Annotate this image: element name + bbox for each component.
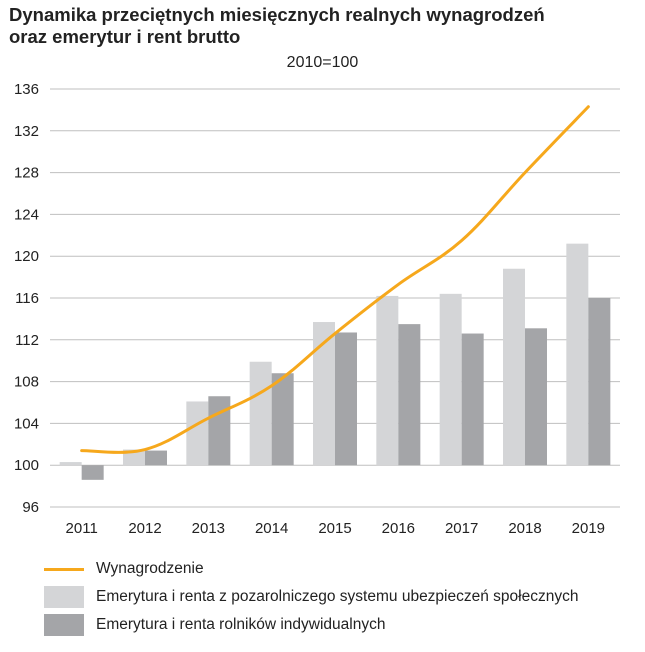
chart-subtitle: 2010=100	[286, 54, 359, 71]
chart-title-line1: Dynamika przeciętnych miesięcznych realn…	[9, 4, 545, 25]
bar-pension-farm-2017	[461, 333, 484, 466]
legend-swatch-wage	[44, 567, 84, 571]
chart-title: Dynamika przeciętnych miesięcznych realn…	[9, 4, 629, 48]
y-tick-label: 132	[14, 123, 39, 140]
bar-pension-nonag-2019	[566, 243, 589, 466]
bar-pension-nonag-2011	[59, 462, 82, 466]
y-tick-label: 136	[14, 81, 39, 98]
y-tick-label: 116	[15, 290, 39, 307]
bar-pension-nonag-2018	[503, 268, 525, 466]
y-tick-label: 108	[14, 374, 39, 391]
x-tick-label: 2017	[445, 520, 478, 537]
legend-swatch-pension-farm	[44, 614, 84, 636]
bar-pension-farm-2019	[588, 298, 611, 466]
x-tick-label: 2014	[255, 520, 288, 537]
legend-swatch-pension-nonag	[44, 586, 84, 608]
y-tick-label: 124	[14, 206, 39, 223]
legend-label-wage: Wynagrodzenie	[96, 560, 204, 577]
x-tick-label: 2015	[318, 520, 351, 537]
y-tick-label: 120	[14, 248, 39, 265]
bar-pension-farm-2012	[145, 450, 167, 466]
legend-item-wage: Wynagrodzenie	[44, 556, 578, 582]
x-tick-label: 2013	[192, 520, 225, 537]
legend-label-pension-farm: Emerytura i renta rolników indywidualnyc…	[96, 616, 386, 633]
x-tick-label: 2016	[382, 520, 415, 537]
bar-pension-nonag-2017	[439, 293, 462, 466]
x-tick-label: 2019	[572, 520, 605, 537]
legend: Wynagrodzenie Emerytura i renta z pozaro…	[44, 556, 578, 640]
y-tick-label: 104	[14, 415, 39, 432]
bar-pension-farm-2016	[398, 324, 421, 466]
bar-pension-farm-2015	[335, 332, 357, 466]
legend-item-pension-nonag: Emerytura i renta z pozarolniczego syste…	[44, 584, 578, 610]
y-tick-label: 112	[15, 332, 39, 349]
bar-pension-farm-2014	[271, 373, 294, 466]
y-tick-label: 96	[22, 499, 39, 516]
bar-pension-nonag-2012	[123, 449, 145, 466]
y-tick-label: 100	[14, 457, 39, 474]
legend-item-pension-farm: Emerytura i renta rolników indywidualnyc…	[44, 612, 578, 638]
x-tick-label: 2012	[128, 520, 161, 537]
bar-pension-nonag-2014	[249, 361, 272, 466]
bar-pension-farm-2011	[81, 465, 104, 480]
bar-pension-nonag-2013	[186, 401, 209, 466]
y-tick-label: 128	[14, 165, 39, 182]
x-tick-label: 2011	[66, 520, 98, 537]
bar-pension-farm-2013	[208, 396, 231, 466]
bar-pension-farm-2018	[525, 328, 547, 466]
chart-canvas: 96 100 104 108 112 116 120 124 128 132 136 2011 2012…	[14, 81, 620, 537]
bar-pension-nonag-2015	[313, 322, 335, 466]
x-tick-label: 2018	[508, 520, 541, 537]
chart-title-line2: oraz emerytur i rent brutto	[9, 26, 241, 47]
bar-pension-nonag-2016	[376, 295, 399, 466]
legend-label-pension-nonag: Emerytura i renta z pozarolniczego syste…	[96, 588, 579, 605]
